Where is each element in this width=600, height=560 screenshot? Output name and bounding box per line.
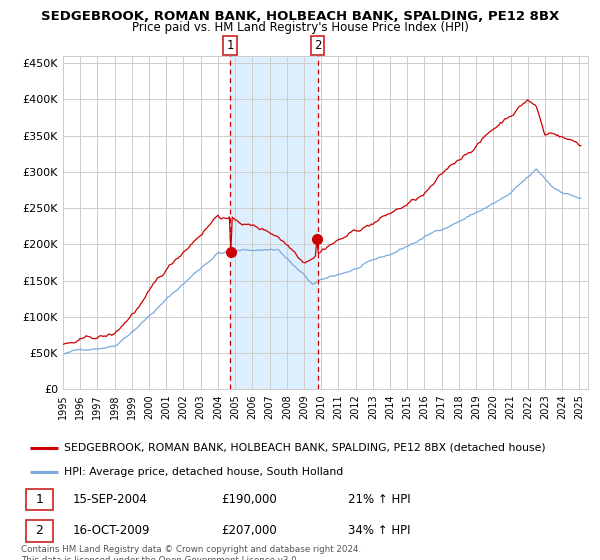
Bar: [230, 56, 317, 389]
Text: £190,000: £190,000: [221, 493, 277, 506]
FancyBboxPatch shape: [26, 489, 53, 510]
Text: 16-OCT-2009: 16-OCT-2009: [73, 524, 150, 538]
Text: 1: 1: [226, 39, 234, 52]
Text: SEDGEBROOK, ROMAN BANK, HOLBEACH BANK, SPALDING, PE12 8BX (detached house): SEDGEBROOK, ROMAN BANK, HOLBEACH BANK, S…: [64, 443, 545, 453]
Text: 34% ↑ HPI: 34% ↑ HPI: [347, 524, 410, 538]
Text: £207,000: £207,000: [221, 524, 277, 538]
Text: Contains HM Land Registry data © Crown copyright and database right 2024.
This d: Contains HM Land Registry data © Crown c…: [21, 545, 361, 560]
Text: 1: 1: [35, 493, 43, 506]
Text: Price paid vs. HM Land Registry's House Price Index (HPI): Price paid vs. HM Land Registry's House …: [131, 21, 469, 34]
Text: SEDGEBROOK, ROMAN BANK, HOLBEACH BANK, SPALDING, PE12 8BX: SEDGEBROOK, ROMAN BANK, HOLBEACH BANK, S…: [41, 10, 559, 22]
Text: HPI: Average price, detached house, South Holland: HPI: Average price, detached house, Sout…: [64, 466, 343, 477]
Text: 21% ↑ HPI: 21% ↑ HPI: [347, 493, 410, 506]
Text: 2: 2: [35, 524, 43, 538]
Text: 2: 2: [314, 39, 322, 52]
Text: 15-SEP-2004: 15-SEP-2004: [73, 493, 148, 506]
FancyBboxPatch shape: [26, 520, 53, 542]
